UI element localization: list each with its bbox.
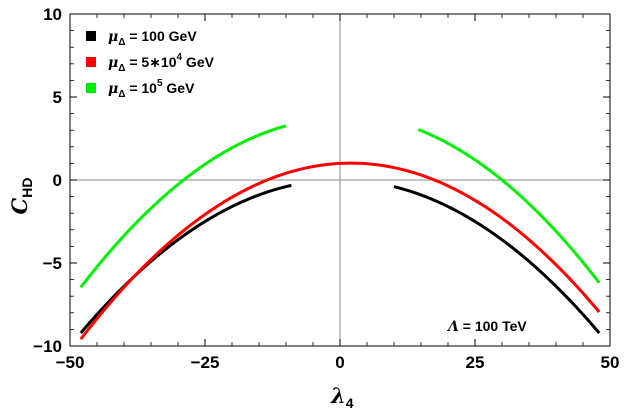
lambda-annotation: Λ = 100 TeV [446,318,527,335]
series-green-line-1 [417,128,601,284]
x-tick-label: −25 [191,353,220,372]
series-green-line-0 [79,124,287,289]
legend-entry-red: μΔ = 5∗104 GeV [86,52,215,74]
legend-entry-black: μΔ = 100 GeV [86,28,197,48]
y-tick-label: 0 [53,171,62,190]
x-tick-label: 25 [466,353,485,372]
legend-label-green: μΔ = 105 GeV [108,78,195,100]
y-tick-label: −5 [43,254,62,273]
y-axis-title: CHD [7,178,35,215]
legend-label-black: μΔ = 100 GeV [108,28,197,48]
legend-label-red: μΔ = 5∗104 GeV [108,52,215,74]
series-layer [79,124,601,341]
x-tick-label: 50 [601,353,620,372]
legend-swatch-black [86,31,96,41]
x-axis-title: λ4 [330,383,354,411]
y-tick-label: −10 [33,337,62,356]
legend-swatch-green [86,83,96,93]
y-tick-label: 5 [53,88,62,107]
series-black-line-1 [393,185,601,334]
x-tick-label: −50 [56,353,85,372]
series-red-line-0 [79,161,601,341]
y-tick-label: 10 [43,5,62,24]
legend-swatch-red [86,57,96,67]
legend: μΔ = 100 GeV μΔ = 5∗104 GeV μΔ = 105 GeV [86,28,215,100]
legend-entry-green: μΔ = 105 GeV [86,78,195,100]
x-tick-label: 0 [335,353,344,372]
